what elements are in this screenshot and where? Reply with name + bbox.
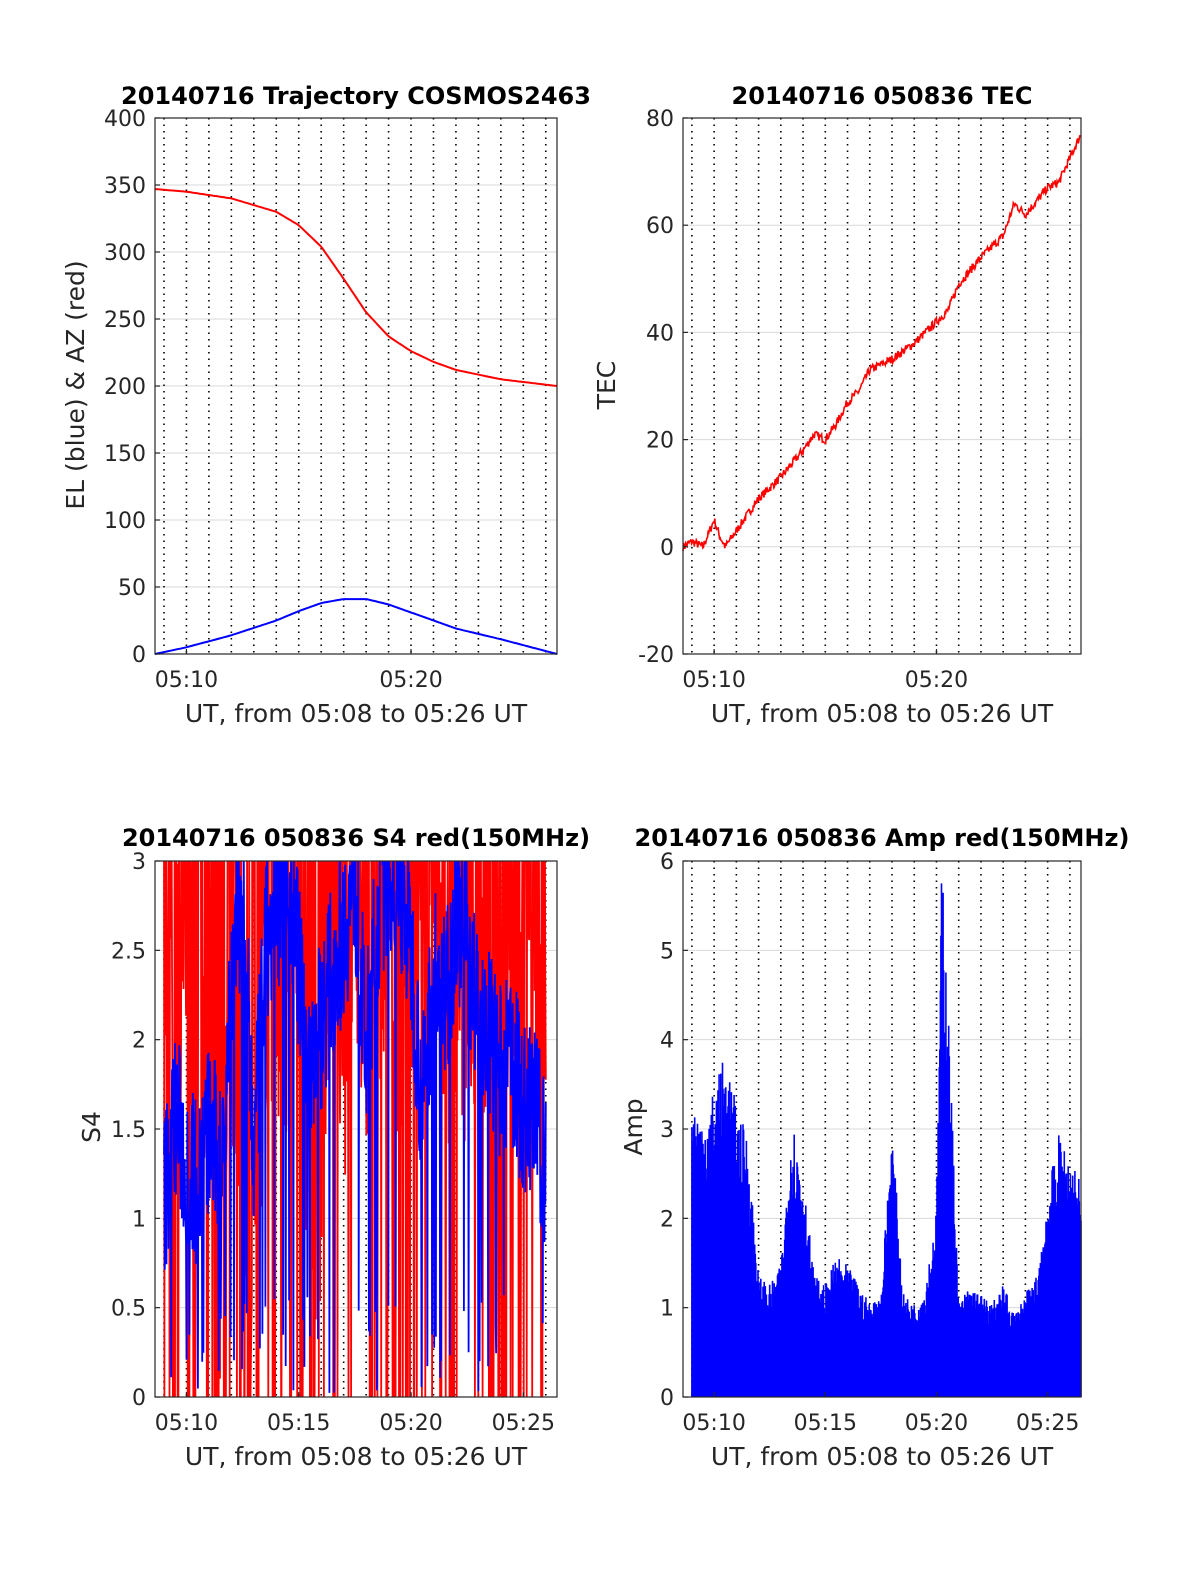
trajectory-title: 20140716 Trajectory COSMOS2463 (121, 82, 591, 110)
y-tick-label: -20 (638, 643, 674, 668)
azimuth-line (154, 188, 558, 387)
amp-title: 20140716 050836 Amp red(150MHz) (635, 824, 1130, 852)
tec-line (682, 134, 1082, 552)
x-tick-label: 05:15 (794, 1411, 857, 1436)
amp-x-ticks: 05:10 05:15 05:20 05:25 (682, 1392, 1079, 1436)
amp-panel: 20140716 050836 Amp red(150MHz) 0123456 … (619, 824, 1129, 1471)
y-tick-label: 100 (104, 509, 146, 534)
amp-spikes (691, 883, 1082, 1397)
s4-blue-trace (163, 861, 547, 1393)
x-tick-label: 05:10 (682, 1411, 745, 1436)
s4-red-trace (163, 861, 547, 1397)
y-tick-label: 200 (104, 375, 146, 400)
trajectory-x-ticks: 05:10 05:20 (155, 649, 443, 693)
trajectory-panel: 20140716 Trajectory COSMOS2463 0 50 100 150… (61, 82, 591, 728)
x-tick-label: 05:10 (155, 1411, 218, 1436)
tec-y-label: TEC (592, 361, 621, 411)
y-tick-label: 40 (646, 321, 674, 346)
y-tick-label: 250 (104, 308, 146, 333)
y-tick-label: 1 (660, 1297, 674, 1322)
y-tick-label: 3 (132, 850, 146, 875)
amp-y-ticks: 0 1 2 3 4 5 6 (660, 850, 688, 1411)
y-tick-label: 2.5 (111, 939, 146, 964)
trajectory-y-ticks: 0 50 100 150 200 250 300 350 400 (104, 107, 160, 668)
y-tick-label: 300 (104, 241, 146, 266)
amp-y-label: Amp (619, 1098, 648, 1155)
y-tick-label: 5 (660, 939, 674, 964)
y-tick-label: 0 (660, 1386, 674, 1411)
s4-series (163, 861, 547, 1397)
trajectory-grid (155, 117, 557, 655)
x-tick-label: 05:10 (682, 668, 745, 693)
x-tick-label: 05:15 (267, 1411, 330, 1436)
x-tick-label: 05:25 (1016, 1411, 1079, 1436)
tec-title: 20140716 050836 TEC (732, 82, 1033, 110)
y-tick-label: 1.5 (111, 1118, 146, 1143)
tec-grid (683, 117, 1081, 655)
y-tick-label: 1 (132, 1207, 146, 1232)
tec-y-ticks: -20 0 20 40 60 80 (638, 107, 688, 668)
tec-x-ticks: 05:10 05:20 (682, 649, 968, 693)
y-tick-label: 0 (132, 1386, 146, 1411)
tec-axes-frame (682, 117, 1082, 655)
x-tick-label: 05:20 (905, 1411, 968, 1436)
s4-title: 20140716 050836 S4 red(150MHz) (122, 824, 590, 852)
y-tick-label: 3 (660, 1118, 674, 1143)
y-tick-label: 60 (646, 214, 674, 239)
s4-x-ticks: 05:10 05:15 05:20 05:25 (155, 1392, 555, 1436)
s4-y-label: S4 (77, 1111, 106, 1143)
amp-x-label: UT, from 05:08 to 05:26 UT (711, 1442, 1054, 1471)
y-tick-label: 0 (660, 536, 674, 561)
x-tick-label: 05:25 (492, 1411, 555, 1436)
y-tick-label: 6 (660, 850, 674, 875)
y-tick-label: 80 (646, 107, 674, 132)
s4-panel: 20140716 050836 S4 red(150MHz) 0 0.5 1 1.5 2… (77, 824, 590, 1471)
y-tick-label: 2 (660, 1207, 674, 1232)
y-tick-label: 150 (104, 442, 146, 467)
s4-y-ticks: 0 0.5 1 1.5 2 2.5 3 (111, 850, 160, 1411)
amp-series (691, 883, 1082, 1397)
s4-x-label: UT, from 05:08 to 05:26 UT (185, 1442, 528, 1471)
x-tick-label: 05:20 (905, 668, 968, 693)
x-tick-label: 05:10 (155, 668, 218, 693)
y-tick-label: 4 (660, 1029, 674, 1054)
trajectory-series (154, 188, 558, 655)
y-tick-label: 50 (118, 576, 146, 601)
x-tick-label: 05:20 (379, 668, 442, 693)
y-tick-label: 0 (132, 643, 146, 668)
y-tick-label: 2 (132, 1029, 146, 1054)
elevation-line (154, 598, 558, 655)
y-tick-label: 0.5 (111, 1297, 146, 1322)
y-tick-label: 400 (104, 107, 146, 132)
tec-x-label: UT, from 05:08 to 05:26 UT (711, 699, 1054, 728)
x-tick-label: 05:20 (379, 1411, 442, 1436)
y-tick-label: 350 (104, 174, 146, 199)
trajectory-y-label: EL (blue) & AZ (red) (61, 260, 90, 509)
tec-series (682, 134, 1082, 552)
amp-grid (683, 860, 1081, 1398)
y-tick-label: 20 (646, 429, 674, 454)
trajectory-x-label: UT, from 05:08 to 05:26 UT (185, 699, 528, 728)
